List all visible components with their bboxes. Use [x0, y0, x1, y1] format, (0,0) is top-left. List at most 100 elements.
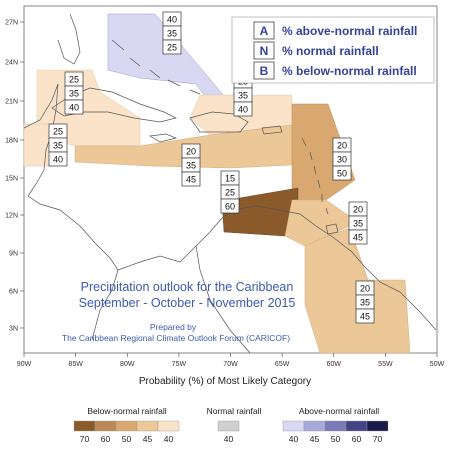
region-value-cell	[233, 101, 253, 117]
region-value: 60	[225, 202, 235, 212]
x-tick-label: 80W	[120, 361, 135, 368]
coast-central-america	[27, 195, 119, 341]
y-tick-label: 21N	[5, 99, 18, 106]
coast-yucatan	[23, 83, 59, 197]
y-tick-label: 24N	[5, 60, 18, 67]
x-tick-label: 65W	[275, 361, 290, 368]
y-tick-label: 9N	[9, 251, 18, 258]
legend-below-tick-label: 50	[122, 434, 132, 444]
region-value: 40	[69, 103, 79, 113]
region-value: 40	[238, 105, 248, 115]
legend-below-swatch	[94, 420, 117, 432]
region-value-cell	[220, 198, 240, 214]
y-tick-label: 15N	[5, 176, 18, 183]
coast-panama	[117, 217, 223, 271]
x-tick-label: 55W	[378, 361, 393, 368]
region-value-cell	[332, 165, 352, 181]
legend-normal-swatch	[217, 420, 240, 432]
legend-above-swatch	[303, 420, 326, 432]
legend-above-tick-label: 70	[373, 434, 383, 444]
legend-below-tick-label: 60	[101, 434, 111, 444]
y-tick-label: 12N	[5, 213, 18, 220]
region-box: 20 35 45	[181, 143, 201, 187]
region-value: 25	[53, 127, 63, 137]
legend-normal-tick-label: 40	[224, 434, 234, 444]
y-axis: 27N 24N 21N 18N 15N 12N 9N 6N 3N	[5, 20, 24, 333]
region-value-cell	[162, 39, 182, 55]
region-value: 35	[69, 89, 79, 99]
region-value: 20	[360, 284, 370, 294]
region-box: 15 25 60	[220, 170, 240, 214]
x-tick-label: 90W	[17, 361, 32, 368]
coast-trinidad	[325, 223, 339, 235]
map-title-line1: Precipitation outlook for the Caribbean	[81, 280, 294, 294]
prepared-by-line2: The Caribbean Regional Climate Outlook F…	[62, 333, 290, 343]
coast-jamaica	[148, 133, 178, 143]
legend-above-label: Above-normal rainfall	[299, 406, 379, 416]
legend-below-swatch	[115, 420, 138, 432]
region-value: 20	[337, 141, 347, 151]
region-value-cell	[181, 171, 201, 187]
region-value: 35	[186, 161, 196, 171]
legend-above-swatch	[366, 420, 389, 432]
coast-cuba	[51, 87, 178, 123]
legend-below-swatch	[73, 420, 96, 432]
region-value: 20	[353, 205, 363, 215]
y-tick-label: 18N	[5, 138, 18, 145]
legend-above-swatch	[324, 420, 347, 432]
region-value: 25	[69, 75, 79, 85]
key-text-n: % normal rainfall	[282, 44, 379, 58]
legend-title: Probability (%) of Most Likely Category	[139, 376, 311, 387]
y-tick-label: 27N	[5, 20, 18, 27]
legend-above-tick-label: 50	[331, 434, 341, 444]
key-letter-n: N	[260, 44, 269, 58]
x-tick-label: 85W	[68, 361, 83, 368]
region-value-cell	[64, 99, 84, 115]
y-tick-label: 6N	[9, 289, 18, 296]
region-value-cell	[48, 151, 68, 167]
coast-puerto-rico	[261, 125, 283, 135]
region-box: 20 35 45	[355, 280, 375, 324]
region-value: 35	[353, 219, 363, 229]
region-value: 45	[353, 233, 363, 243]
region-value: 40	[53, 155, 63, 165]
legend-below-swatch	[157, 420, 180, 432]
legend-normal-label: Normal rainfall	[207, 406, 262, 416]
region-value: 45	[360, 312, 370, 322]
prepared-by-line1: Prepared by	[150, 322, 197, 332]
region-value: 45	[186, 175, 196, 185]
region-value: 30	[337, 155, 347, 165]
region-value-cell	[348, 229, 368, 245]
region-value: 25	[225, 188, 235, 198]
legend-below-tick-label: 45	[143, 434, 153, 444]
legend-swatches: 70 60 50 45 40 40 40 45 50 60 70	[73, 420, 389, 444]
region-value: 35	[53, 141, 63, 151]
region-box: 25 35 40	[48, 123, 68, 167]
region-value: 35	[238, 91, 248, 101]
legend-below-label: Below-normal rainfall	[87, 406, 166, 416]
region-box: 25 35 40	[64, 71, 84, 115]
category-key: A % above-normal rainfall N % normal rai…	[231, 16, 435, 84]
x-tick-label: 75W	[172, 361, 187, 368]
region-value: 20	[186, 147, 196, 157]
region-value: 15	[225, 174, 235, 184]
x-axis: 90W 85W 80W 75W 70W 65W 60W 55W 50W	[17, 353, 445, 368]
key-letter-box-n	[253, 41, 275, 60]
x-tick-label: 70W	[223, 361, 238, 368]
coastlines	[23, 13, 437, 354]
coast-florida	[57, 13, 81, 65]
legend-above-tick-label: 45	[310, 434, 320, 444]
key-letter-a: A	[260, 24, 269, 38]
region-box: 40 35 25	[162, 11, 182, 55]
key-letter-b: B	[260, 64, 269, 78]
legend-above-tick-label: 60	[352, 434, 362, 444]
x-tick-label: 50W	[430, 361, 445, 368]
key-letter-box-a	[253, 21, 275, 40]
coast-hispaniola	[189, 111, 249, 133]
region-value: 40	[167, 15, 177, 25]
legend-below-tick-label: 40	[164, 434, 174, 444]
key-text-b: % below-normal rainfall	[282, 64, 417, 78]
legend-below-tick-label: 70	[80, 434, 90, 444]
